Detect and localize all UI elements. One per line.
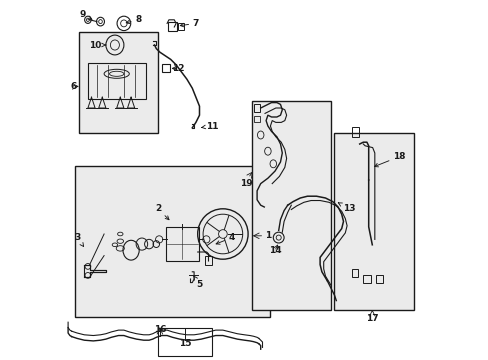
Bar — [168, 22, 177, 31]
Text: 14: 14 — [268, 245, 281, 255]
Text: 4: 4 — [216, 233, 235, 244]
Text: 10: 10 — [89, 41, 105, 50]
Bar — [79, 32, 158, 133]
Text: 1: 1 — [264, 231, 270, 240]
Text: 8: 8 — [126, 15, 141, 24]
Text: 12: 12 — [171, 64, 184, 73]
Bar — [162, 64, 169, 72]
Text: 16: 16 — [153, 325, 166, 334]
Bar — [178, 23, 184, 30]
Text: 9: 9 — [79, 10, 92, 19]
Bar — [251, 101, 330, 310]
Text: 18: 18 — [374, 152, 405, 167]
Text: 19: 19 — [240, 179, 252, 188]
Bar — [254, 116, 259, 122]
Text: 13: 13 — [338, 203, 354, 213]
Text: 6: 6 — [70, 82, 77, 91]
Text: 2: 2 — [155, 204, 169, 220]
Bar — [363, 275, 370, 283]
Bar — [254, 104, 259, 112]
Bar — [334, 133, 413, 310]
Text: 5: 5 — [193, 276, 202, 289]
Text: 15: 15 — [179, 339, 191, 348]
Bar — [75, 166, 269, 317]
Text: 11: 11 — [201, 122, 218, 131]
Text: 17: 17 — [365, 314, 378, 323]
Bar — [204, 256, 212, 265]
Bar — [158, 328, 212, 356]
Bar — [352, 269, 358, 277]
Text: 3: 3 — [74, 233, 83, 247]
Text: 7: 7 — [180, 19, 199, 28]
Bar — [375, 275, 382, 283]
Bar — [352, 127, 358, 137]
